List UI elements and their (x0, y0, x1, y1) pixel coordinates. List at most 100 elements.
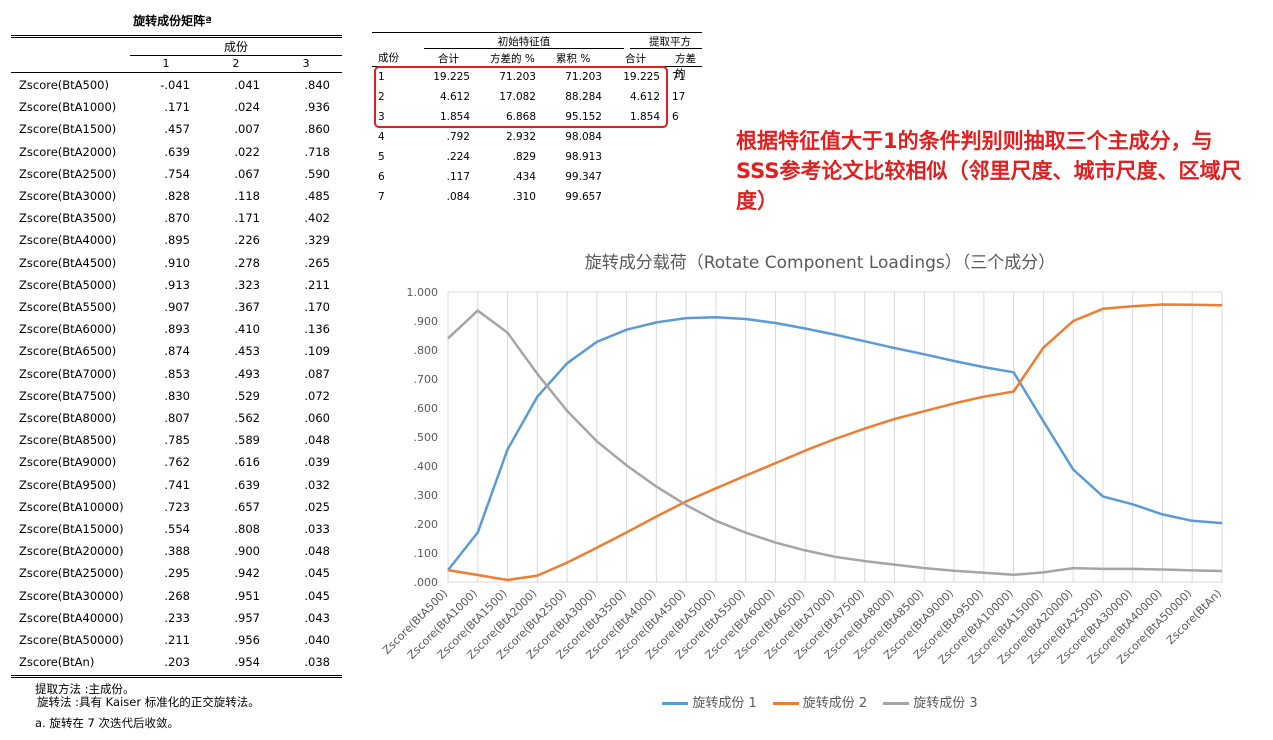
matrix-row: Zscore(BtA8000) .807 .562 .060 (0, 407, 345, 429)
matrix-cell: .329 (304, 233, 330, 248)
matrix-row: Zscore(BtA3000) .828 .118 .485 (0, 185, 345, 207)
matrix-row: Zscore(BtA9500) .741 .639 .032 (0, 474, 345, 496)
matrix-row-label: Zscore(BtA50000) (19, 633, 124, 647)
matrix-cell: .874 (164, 344, 190, 359)
matrix-cell: .025 (304, 499, 330, 514)
matrix-cell: .840 (304, 78, 330, 92)
matrix-row: Zscore(BtA20000) .388 .900 .048 (0, 540, 345, 562)
matrix-cell: .807 (164, 411, 190, 425)
matrix-cell: .109 (304, 344, 330, 359)
matrix-cell: .616 (234, 455, 260, 470)
legend-swatch (662, 702, 689, 705)
y-tick-label: .200 (414, 518, 439, 531)
variance-cell: 4.612 (629, 91, 660, 103)
matrix-cell: .957 (234, 610, 260, 625)
matrix-cell: .956 (234, 633, 260, 647)
matrix-row-label: Zscore(BtA3000) (19, 189, 117, 203)
variance-group-initial: 初始特征值 (497, 36, 551, 48)
matrix-cell: .893 (164, 322, 190, 337)
matrix-cell: .171 (234, 211, 260, 226)
matrix-cell: .554 (164, 522, 190, 536)
matrix-row: Zscore(BtA1500) .457 .007 .860 (0, 118, 345, 140)
variance-header-ext-total: 合计 (625, 53, 646, 65)
matrix-cell: .033 (304, 522, 330, 536)
matrix-row: Zscore(BtA6000) .893 .410 .136 (0, 318, 345, 340)
variance-cell: 17.082 (499, 91, 536, 103)
matrix-cell: .913 (164, 277, 190, 292)
matrix-row-label: Zscore(BtAn) (19, 655, 95, 670)
chart-plot: .000 .100 .200 .300 .400 .500 .600 .700 .800 .900… (380, 286, 1224, 667)
variance-cell: 6.868 (505, 111, 536, 123)
matrix-row: Zscore(BtAn) .203 .954 .038 (0, 651, 345, 673)
matrix-row-label: Zscore(BtA4500) (19, 255, 117, 270)
legend-item: 旋转成份 1 (662, 692, 757, 711)
matrix-row-label: Zscore(BtA10000) (19, 499, 124, 514)
matrix-row: Zscore(BtA30000) .268 .951 .045 (0, 585, 345, 607)
variance-header-cum: 累积 % (556, 53, 591, 65)
matrix-cell: .754 (164, 166, 190, 181)
variance-cell: .792 (446, 131, 470, 143)
matrix-cell: .900 (234, 544, 260, 559)
y-tick-label: .500 (414, 431, 439, 444)
legend-item: 旋转成份 3 (883, 692, 978, 711)
matrix-cell: .226 (234, 233, 260, 248)
matrix-note-convergence: a. 旋转在 7 次迭代后收敛。 (35, 716, 179, 730)
matrix-row-label: Zscore(BtA6000) (19, 322, 117, 337)
matrix-row-label: Zscore(BtA9000) (19, 455, 117, 470)
matrix-cell: .589 (234, 433, 260, 448)
matrix-cell: .910 (164, 255, 190, 270)
matrix-row-label: Zscore(BtA1500) (19, 122, 117, 137)
matrix-cell: .723 (164, 499, 190, 514)
matrix-cell: .323 (234, 277, 260, 292)
variance-cell: 6 (672, 111, 679, 123)
matrix-cell: .830 (164, 388, 190, 403)
variance-header-pct: 方差的 % (490, 53, 535, 65)
matrix-row: Zscore(BtA2000) .639 .022 .718 (0, 141, 345, 163)
component-header: 成份 (223, 40, 248, 54)
matrix-cell: .278 (234, 255, 260, 270)
variance-cell: 88.284 (565, 91, 602, 103)
column-header-1: 1 (162, 57, 170, 70)
matrix-note-extraction: 提取方法 :主成份。 (35, 682, 135, 696)
matrix-bottom-rule (11, 675, 342, 678)
matrix-cell: .048 (304, 544, 330, 559)
matrix-cell: .045 (304, 588, 330, 603)
matrix-cell: .639 (234, 477, 260, 492)
column-header-2: 2 (232, 57, 240, 70)
matrix-row-label: Zscore(BtA2000) (19, 144, 117, 159)
matrix-row: Zscore(BtA7500) .830 .529 .072 (0, 385, 345, 407)
matrix-cell: .067 (234, 166, 260, 181)
matrix-cell: .118 (234, 189, 260, 203)
variance-header-total: 合计 (438, 53, 459, 65)
legend-swatch (772, 702, 799, 705)
matrix-cell: .203 (164, 655, 190, 670)
matrix-row: Zscore(BtA3500) .870 .171 .402 (0, 207, 345, 229)
matrix-cell: .045 (304, 566, 330, 581)
variance-cell: .434 (512, 171, 536, 183)
series-line-2 (447, 303, 1223, 582)
variance-cell: .117 (446, 171, 470, 183)
matrix-row-label: Zscore(BtA7500) (19, 388, 117, 403)
matrix-cell: .136 (304, 322, 330, 337)
component-header-rule (130, 55, 342, 56)
matrix-cell: .295 (164, 566, 190, 581)
variance-cell: 17 (672, 91, 686, 103)
variance-row: 7 .084 .310 99.657 (372, 188, 702, 208)
matrix-row: Zscore(BtA5500) .907 .367 .170 (0, 296, 345, 318)
variance-cell: 98.913 (565, 151, 602, 163)
matrix-cell: .860 (304, 122, 330, 137)
matrix-cell: .038 (304, 655, 330, 670)
matrix-cell: .639 (164, 144, 190, 159)
legend-label: 旋转成份 2 (802, 696, 868, 711)
matrix-cell: .040 (304, 633, 330, 647)
variance-cell: .310 (512, 191, 536, 203)
series-line-1 (447, 315, 1223, 571)
variance-cell: 95.152 (565, 111, 602, 123)
matrix-row-label: Zscore(BtA8500) (19, 433, 117, 448)
matrix-cell: .402 (304, 211, 330, 226)
matrix-cell: .590 (304, 166, 330, 181)
legend-label: 旋转成份 3 (913, 696, 978, 711)
variance-cell: 6 (378, 171, 385, 183)
matrix-cell: .211 (304, 277, 330, 292)
variance-cell: 1.854 (629, 111, 660, 123)
